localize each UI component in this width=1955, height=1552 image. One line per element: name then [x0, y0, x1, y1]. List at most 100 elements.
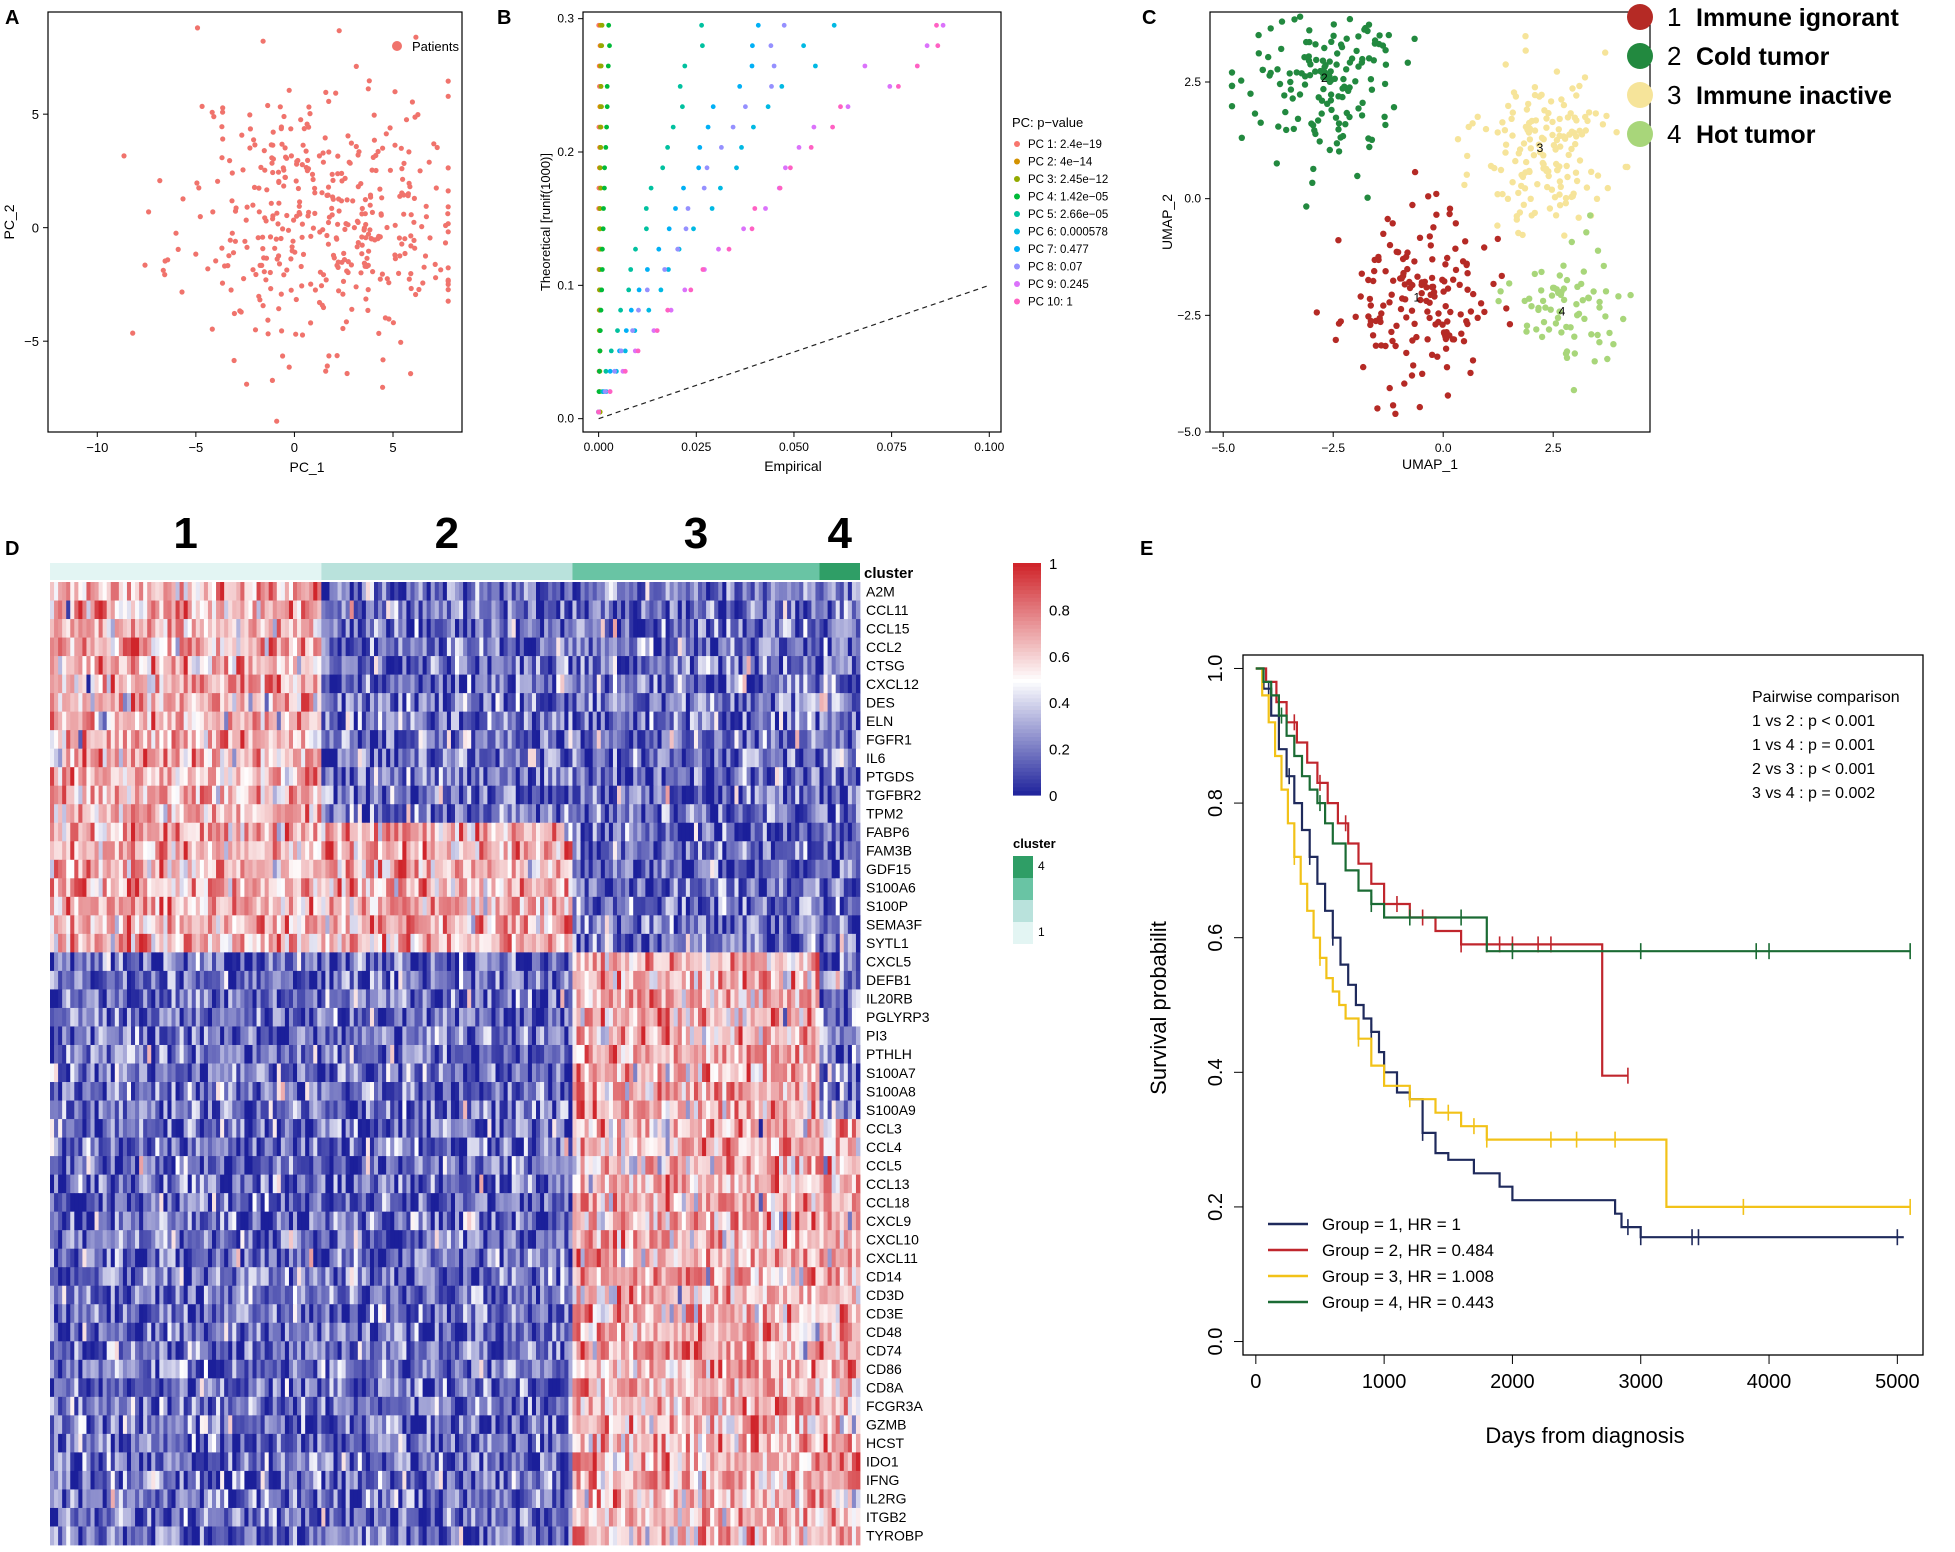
panel-d-heatmap-cell: [641, 711, 646, 731]
panel-d-heatmap-cell: [572, 785, 577, 805]
panel-d-heatmap-cell: [276, 711, 282, 731]
panel-d-heatmap-cell: [823, 896, 828, 916]
panel-d-heatmap-cell: [329, 896, 334, 916]
panel-d-heatmap-cell: [78, 619, 83, 638]
panel-d-heatmap-cell: [418, 656, 423, 675]
panel-d-heatmap-cell: [426, 711, 432, 731]
panel-d-heatmap-cell: [62, 878, 67, 898]
panel-d-heatmap-cell: [459, 748, 464, 768]
panel-d-heatmap-cell: [779, 841, 784, 861]
panel-d-heatmap-cell: [159, 656, 164, 675]
panel-d-heatmap-cell: [487, 656, 492, 675]
panel-d-heatmap-cell: [143, 804, 148, 824]
panel-d-heatmap-cell: [487, 674, 492, 694]
panel-d-heatmap-cell: [313, 656, 318, 675]
panel-d-heatmap-cell: [661, 637, 666, 657]
panel-d-heatmap-cell: [710, 730, 715, 750]
panel-d-heatmap-cell: [702, 674, 707, 694]
panel-c-point: [1366, 143, 1373, 151]
panel-d-heatmap-cell: [349, 859, 355, 879]
panel-d-heatmap-cell: [657, 785, 662, 805]
panel-b-legend-label: PC 9: 0.245: [1028, 279, 1089, 291]
panel-d-heatmap-cell: [726, 619, 731, 638]
panel-d-heatmap-cell: [62, 748, 67, 768]
panel-d-heatmap-cell: [155, 600, 160, 620]
panel-d-heatmap-cell: [592, 637, 598, 657]
panel-d-heatmap-cell: [66, 915, 71, 935]
panel-d-heatmap-cell: [110, 841, 116, 861]
panel-d-heatmap-cell: [357, 896, 363, 916]
panel-d-heatmap-cell: [163, 804, 168, 824]
panel-d-heatmap-cell: [673, 767, 679, 787]
panel-a-point: [294, 158, 300, 165]
panel-b-point: [623, 328, 629, 333]
panel-d-heatmap-cell: [507, 822, 513, 842]
panel-d-heatmap-cell: [617, 896, 622, 916]
panel-d-heatmap-cell: [471, 730, 476, 750]
panel-c-point: [1418, 279, 1426, 286]
panel-d-heatmap-cell: [791, 767, 796, 787]
panel-d-heatmap-cell: [847, 878, 853, 898]
panel-d-heatmap-cell: [612, 896, 618, 916]
panel-d-heatmap-cell: [548, 693, 553, 713]
panel-d-heatmap-cell: [706, 656, 711, 675]
panel-a-point: [300, 142, 306, 148]
panel-d-heatmap-cell: [617, 841, 622, 861]
panel-a-point: [219, 280, 226, 286]
panel-d-heatmap-cell: [207, 785, 213, 805]
panel-d-heatmap-cell: [276, 674, 282, 694]
panel-d-heatmap-cell: [738, 804, 743, 824]
panel-c-point: [1332, 336, 1340, 344]
panel-d-heatmap-cell: [418, 637, 423, 657]
panel-d-heatmap-cell: [374, 896, 379, 916]
panel-d-heatmap-cell: [90, 656, 95, 675]
panel-d-heatmap-cell: [795, 878, 800, 898]
panel-d-heatmap-cell: [131, 582, 136, 601]
panel-d-heatmap-cell: [446, 804, 452, 824]
panel-b-x-tick-label: 0.025: [681, 440, 711, 454]
panel-d-heatmap-cell: [475, 859, 480, 879]
panel-c-point: [1444, 254, 1451, 262]
panel-d-heatmap-cell: [248, 841, 253, 861]
panel-d-heatmap-cell: [155, 859, 160, 879]
panel-d-heatmap-cell: [236, 600, 241, 620]
panel-d-heatmap-cell: [98, 878, 104, 898]
panel-d-heatmap-cell: [232, 896, 237, 916]
panel-c-point: [1606, 329, 1613, 337]
panel-d-heatmap-cell: [746, 600, 752, 620]
panel-d-heatmap-cell: [122, 804, 128, 824]
panel-d-heatmap-cell: [341, 896, 347, 916]
panel-d-heatmap-cell: [333, 841, 338, 861]
panel-d-heatmap-cell: [66, 896, 71, 916]
panel-d-heatmap-cell: [135, 878, 140, 898]
panel-d-heatmap-cell: [770, 600, 776, 620]
panel-d-heatmap-cell: [203, 767, 209, 787]
panel-d-heatmap-cell: [187, 730, 193, 750]
panel-d-heatmap-cell: [268, 582, 274, 601]
panel-d-heatmap-cell: [483, 619, 488, 638]
panel-d-heatmap-cell: [329, 711, 334, 731]
panel-b-point: [636, 307, 641, 313]
panel-d-heatmap-cell: [536, 637, 541, 657]
panel-d-heatmap-cell: [333, 674, 338, 694]
panel-d-heatmap-cell: [171, 878, 176, 898]
panel-d-heatmap-cell: [446, 730, 452, 750]
panel-d-heatmap-cell: [139, 730, 144, 750]
panel-d-heatmap-cell: [455, 767, 460, 787]
panel-d-heatmap-cell: [580, 674, 585, 694]
panel-d-heatmap-cell: [305, 730, 310, 750]
panel-d-heatmap-cell: [446, 841, 452, 861]
panel-d-heatmap-cell: [523, 841, 529, 861]
panel-d-heatmap-cell: [811, 748, 816, 768]
panel-d-heatmap-cell: [317, 822, 322, 842]
panel-a-point: [377, 276, 383, 282]
panel-d-heatmap-cell: [337, 637, 342, 657]
panel-d-heatmap-cell: [135, 804, 140, 824]
panel-d-heatmap-cell: [183, 748, 189, 768]
panel-c-point: [1342, 121, 1349, 128]
panel-d-heatmap-cell: [523, 637, 529, 657]
panel-d-heatmap-cell: [519, 804, 525, 824]
panel-d-heatmap-cell: [560, 878, 565, 898]
panel-d-heatmap-cell: [131, 656, 136, 675]
panel-b-point: [668, 307, 674, 313]
